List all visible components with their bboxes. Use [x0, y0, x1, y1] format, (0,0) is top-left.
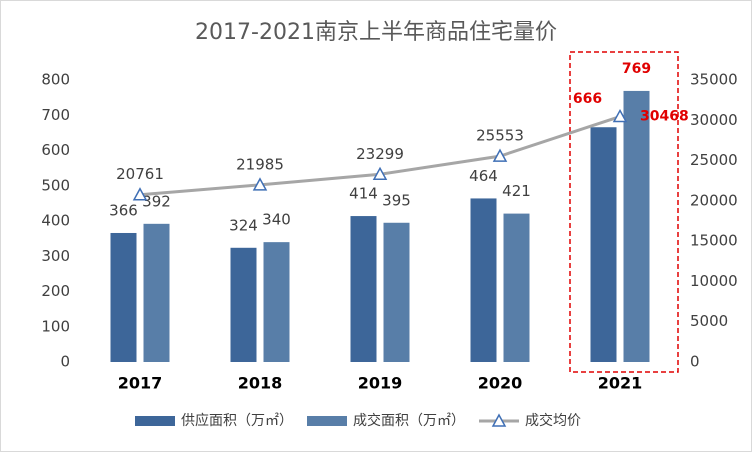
data-label: 25553 [476, 127, 524, 145]
legend-label: 供应面积（万㎡） [181, 412, 293, 429]
y-tick-label: 200 [41, 282, 70, 300]
marker [252, 177, 268, 191]
y2-tick-label: 35000 [690, 71, 738, 89]
legend-swatch [307, 416, 347, 426]
data-label: 421 [502, 182, 531, 200]
data-label: 324 [229, 216, 258, 234]
data-label: 21985 [236, 155, 284, 173]
data-label: 23299 [356, 145, 404, 163]
y-tick-label: 300 [41, 247, 70, 265]
legend-swatch [135, 416, 175, 426]
bar [590, 127, 617, 362]
data-label: 392 [142, 192, 171, 210]
bar [383, 222, 410, 362]
y-tick-label: 100 [41, 317, 70, 335]
y2-tick-label: 15000 [690, 232, 738, 250]
x-tick-label: 2020 [478, 374, 523, 393]
highlight-box [569, 51, 679, 373]
y2-tick-label: 0 [690, 353, 700, 371]
bar [623, 90, 650, 363]
y2-tick-label: 10000 [690, 272, 738, 290]
y-tick-label: 500 [41, 176, 70, 194]
bar [503, 213, 530, 362]
y2-tick-label: 30000 [690, 111, 738, 129]
marker [132, 187, 148, 201]
x-tick-label: 2017 [118, 374, 163, 393]
legend-swatch [491, 413, 507, 427]
chart-title: 2017-2021南京上半年商品住宅量价 [195, 20, 557, 45]
y-tick-label: 400 [41, 212, 70, 230]
bar [350, 216, 377, 362]
data-label: 666 [573, 91, 602, 107]
y2-tick-label: 5000 [690, 312, 728, 330]
data-label: 769 [622, 61, 651, 77]
bar [143, 223, 170, 362]
bar [470, 198, 497, 362]
data-label: 464 [469, 167, 498, 185]
data-label: 340 [262, 211, 291, 229]
marker [612, 108, 628, 123]
data-label: 414 [349, 185, 378, 203]
y-tick-label: 600 [41, 141, 70, 159]
legend-label: 成交均价 [525, 412, 581, 429]
data-label: 366 [109, 201, 138, 219]
y2-tick-label: 25000 [690, 151, 738, 169]
y-tick-label: 800 [41, 71, 70, 89]
x-tick-label: 2019 [358, 374, 403, 393]
bar [263, 242, 290, 362]
data-label: 20761 [116, 165, 164, 183]
y-tick-label: 0 [60, 353, 70, 371]
data-label: 395 [382, 191, 411, 209]
x-tick-label: 2018 [238, 374, 283, 393]
marker [372, 166, 388, 181]
y-tick-label: 700 [41, 106, 70, 124]
x-tick-label: 2021 [598, 374, 643, 393]
data-label: 30468 [640, 109, 689, 125]
y2-tick-label: 20000 [690, 191, 738, 209]
bar [110, 232, 137, 362]
legend-label: 成交面积（万㎡） [353, 412, 465, 429]
marker [492, 148, 508, 162]
bar [230, 247, 257, 362]
